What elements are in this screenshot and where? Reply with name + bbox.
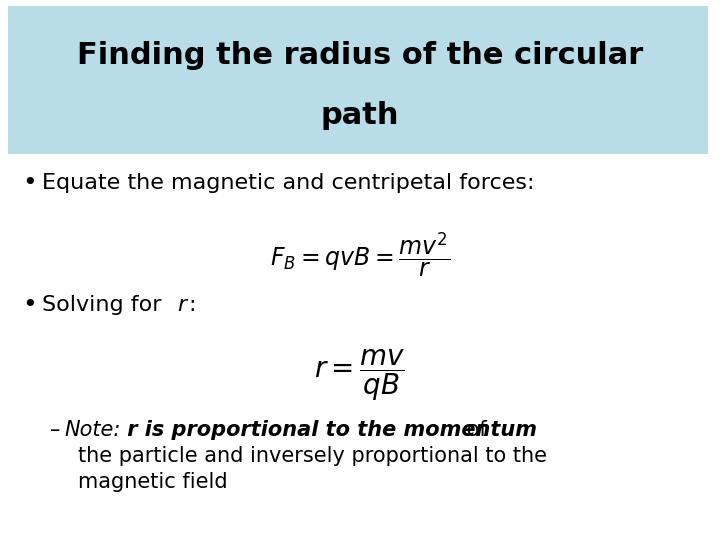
Text: Equate the magnetic and centripetal forces:: Equate the magnetic and centripetal forc… [42, 173, 534, 193]
FancyBboxPatch shape [8, 6, 708, 154]
Text: $F_B = qvB = \dfrac{mv^2}{r}$: $F_B = qvB = \dfrac{mv^2}{r}$ [270, 231, 450, 279]
Text: r is proportional to the momentum: r is proportional to the momentum [120, 420, 537, 440]
Text: •: • [22, 293, 37, 317]
Text: the particle and inversely proportional to the: the particle and inversely proportional … [78, 446, 547, 466]
Text: of: of [460, 420, 487, 440]
Text: –: – [50, 420, 67, 440]
Text: magnetic field: magnetic field [78, 472, 228, 492]
Text: Solving for: Solving for [42, 295, 168, 315]
Text: r: r [177, 295, 186, 315]
Text: path: path [320, 100, 400, 130]
Text: $r = \dfrac{mv}{qB}$: $r = \dfrac{mv}{qB}$ [315, 347, 405, 403]
Text: •: • [22, 171, 37, 195]
Text: Finding the radius of the circular: Finding the radius of the circular [77, 40, 643, 70]
Text: :: : [188, 295, 196, 315]
Text: Note:: Note: [64, 420, 120, 440]
